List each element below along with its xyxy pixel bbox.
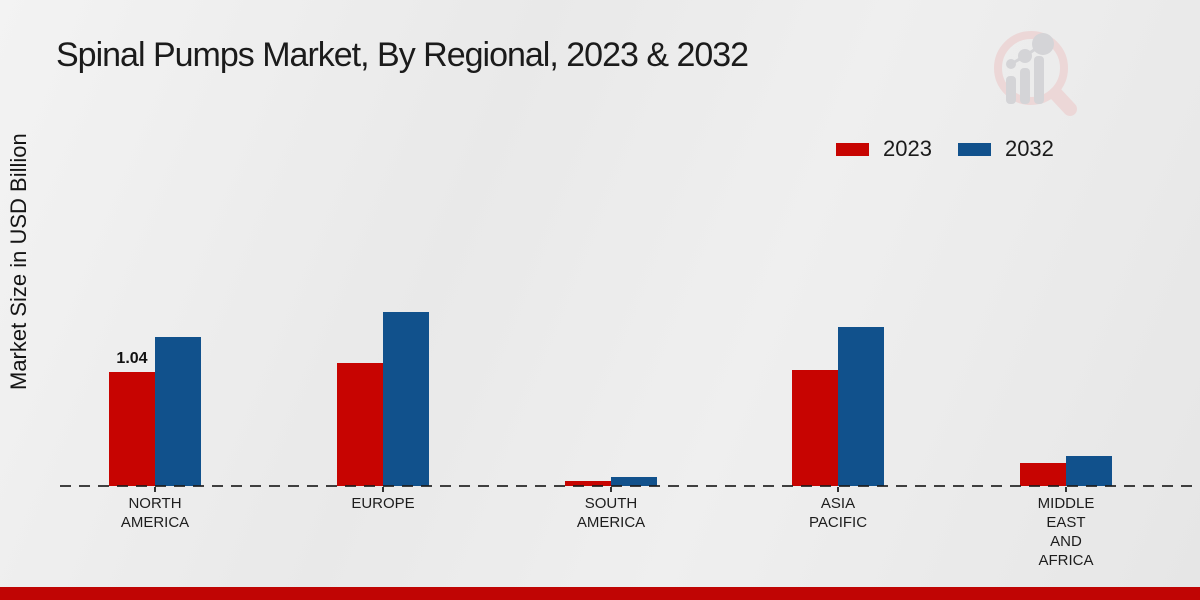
x-axis-baseline	[60, 485, 1197, 487]
logo-bar-small-icon	[1006, 76, 1016, 104]
legend-item-2023: 2023	[836, 136, 932, 162]
category-label-europe: EUROPE	[351, 495, 415, 512]
x-axis-tick-europe	[382, 487, 384, 492]
logo-bar-medium-icon	[1020, 68, 1030, 104]
legend-label-2032: 2032	[1004, 136, 1054, 161]
bar-2023-middle-east-and-africa	[1020, 462, 1066, 486]
category-label-middle-east-and-africa: MIDDLE EAST AND AFRICA	[1037, 495, 1095, 569]
logo-dot-medium-icon	[1018, 49, 1032, 63]
data-label-2023-north-america: 1.04	[116, 350, 148, 368]
x-axis-tick-asia-pacific	[837, 487, 839, 492]
x-axis-tick-north-america	[154, 487, 156, 492]
x-axis-tick-middle-east-and-africa	[1065, 487, 1067, 492]
legend-item-2032: 2032	[957, 136, 1054, 162]
legend: 2023 2032	[836, 136, 1054, 162]
legend-swatch-2023-icon	[836, 142, 869, 156]
logo-dot-small-icon	[1006, 59, 1016, 69]
chart-title: Spinal Pumps Market, By Regional, 2023 &…	[56, 36, 749, 74]
bar-2032-south-america	[611, 477, 657, 486]
category-label-south-america: SOUTH AMERICA	[576, 495, 646, 531]
bar-2032-europe	[383, 311, 429, 486]
bar-2032-north-america	[155, 336, 201, 486]
logo-dot-large-icon	[1032, 33, 1054, 55]
bar-2032-asia-pacific	[838, 327, 884, 486]
legend-label-2023: 2023	[883, 136, 932, 161]
brand-logo-watermark	[994, 31, 1077, 116]
bar-2032-middle-east-and-africa	[1066, 456, 1112, 486]
category-label-north-america: NORTH AMERICA	[120, 495, 190, 531]
logo-magnifier-ring-icon	[994, 31, 1068, 105]
legend-swatch-2032-icon	[957, 142, 991, 156]
bottom-accent-bar	[0, 587, 1200, 600]
logo-bar-large-icon	[1034, 56, 1044, 104]
category-label-asia-pacific: ASIA PACIFIC	[808, 495, 868, 531]
bar-2023-asia-pacific	[792, 369, 838, 486]
x-axis-tick-south-america	[610, 487, 612, 492]
bar-2023-europe	[337, 363, 383, 486]
bar-2023-north-america	[109, 372, 155, 486]
logo-magnifier-handle-icon	[1049, 87, 1077, 116]
bar-2023-south-america	[565, 480, 611, 486]
